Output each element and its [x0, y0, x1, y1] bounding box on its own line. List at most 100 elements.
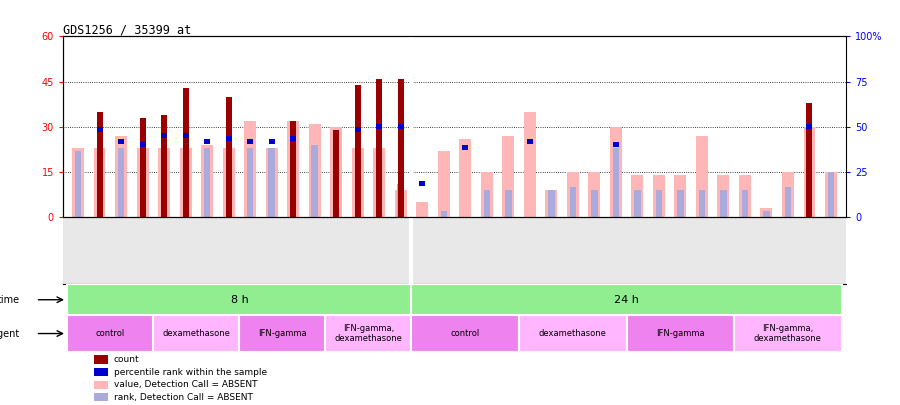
- Bar: [524, 111, 536, 217]
- Bar: [68, 315, 153, 352]
- Bar: [398, 124, 404, 129]
- Bar: [674, 175, 687, 217]
- Bar: [204, 147, 211, 217]
- Bar: [398, 183, 404, 217]
- Bar: [626, 315, 734, 352]
- Bar: [411, 315, 519, 352]
- Bar: [290, 121, 296, 217]
- Bar: [734, 315, 842, 352]
- Bar: [68, 284, 411, 315]
- Bar: [94, 356, 108, 364]
- Bar: [118, 139, 124, 144]
- Bar: [94, 147, 105, 217]
- Bar: [739, 175, 751, 217]
- Text: rank, Detection Call = ABSENT: rank, Detection Call = ABSENT: [114, 393, 253, 402]
- Bar: [161, 115, 167, 217]
- Bar: [158, 147, 170, 217]
- Bar: [417, 202, 428, 217]
- Bar: [483, 190, 490, 217]
- Bar: [398, 79, 404, 217]
- Bar: [782, 172, 794, 217]
- Bar: [226, 96, 231, 217]
- Bar: [204, 139, 210, 144]
- Bar: [72, 147, 84, 217]
- Bar: [333, 130, 339, 217]
- Bar: [828, 172, 834, 217]
- Bar: [183, 87, 189, 217]
- Bar: [140, 117, 146, 217]
- Bar: [440, 211, 447, 217]
- Text: 8 h: 8 h: [230, 295, 248, 305]
- Text: GDS1256 / 35399_at: GDS1256 / 35399_at: [63, 23, 191, 36]
- Bar: [548, 190, 554, 217]
- Bar: [459, 139, 472, 217]
- Bar: [94, 393, 108, 401]
- Bar: [94, 368, 108, 376]
- Bar: [115, 136, 127, 217]
- Bar: [75, 151, 81, 217]
- Bar: [481, 172, 492, 217]
- Bar: [287, 121, 299, 217]
- Bar: [502, 136, 514, 217]
- Bar: [519, 315, 626, 352]
- Bar: [268, 147, 274, 217]
- Bar: [677, 190, 684, 217]
- Bar: [244, 121, 256, 217]
- Bar: [395, 190, 407, 217]
- Bar: [153, 315, 239, 352]
- Bar: [333, 142, 339, 217]
- Bar: [437, 151, 450, 217]
- Bar: [804, 126, 815, 217]
- Bar: [567, 172, 579, 217]
- Text: control: control: [451, 329, 480, 338]
- Bar: [613, 142, 619, 147]
- Bar: [330, 126, 342, 217]
- Bar: [202, 145, 213, 217]
- Text: IFN-gamma,
dexamethasone: IFN-gamma, dexamethasone: [335, 324, 402, 343]
- Bar: [634, 190, 641, 217]
- Bar: [526, 139, 533, 144]
- Bar: [374, 147, 385, 217]
- Bar: [326, 315, 411, 352]
- Bar: [161, 133, 167, 138]
- Bar: [696, 136, 707, 217]
- Bar: [376, 124, 382, 129]
- Text: agent: agent: [0, 328, 20, 339]
- Bar: [355, 85, 361, 217]
- Bar: [290, 136, 296, 141]
- Bar: [140, 142, 146, 147]
- Bar: [570, 187, 576, 217]
- Bar: [222, 147, 235, 217]
- Bar: [96, 111, 103, 217]
- Bar: [785, 187, 791, 217]
- Bar: [137, 147, 148, 217]
- Text: dexamethasone: dexamethasone: [162, 329, 230, 338]
- Bar: [652, 175, 665, 217]
- Bar: [180, 147, 192, 217]
- Text: IFN-gamma,
dexamethasone: IFN-gamma, dexamethasone: [754, 324, 822, 343]
- Text: 24 h: 24 h: [614, 295, 639, 305]
- Bar: [247, 147, 254, 217]
- Bar: [505, 190, 511, 217]
- Bar: [632, 175, 644, 217]
- Text: count: count: [114, 355, 140, 364]
- Bar: [268, 139, 274, 144]
- Text: time: time: [0, 295, 20, 305]
- Bar: [352, 147, 364, 217]
- Bar: [96, 127, 103, 132]
- Text: dexamethasone: dexamethasone: [539, 329, 607, 338]
- Bar: [411, 284, 842, 315]
- Bar: [806, 102, 813, 217]
- Bar: [118, 147, 124, 217]
- Bar: [610, 126, 622, 217]
- Bar: [419, 181, 425, 186]
- Text: control: control: [95, 329, 125, 338]
- Bar: [311, 145, 318, 217]
- Bar: [545, 190, 557, 217]
- Bar: [266, 147, 277, 217]
- Bar: [183, 133, 189, 138]
- Bar: [613, 147, 619, 217]
- Bar: [376, 79, 382, 217]
- Bar: [226, 136, 231, 141]
- Bar: [742, 190, 748, 217]
